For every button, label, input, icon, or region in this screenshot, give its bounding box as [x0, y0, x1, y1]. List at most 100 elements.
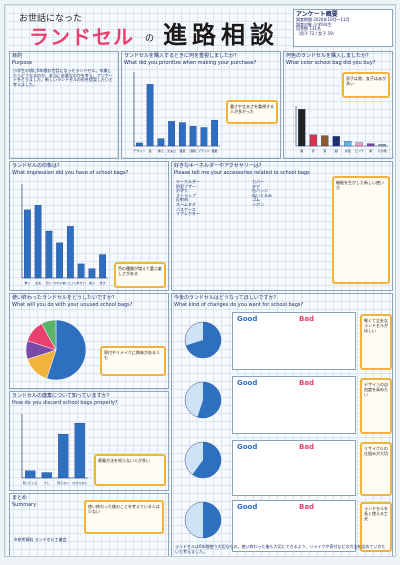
- note-summary: 使い終わった後のことを考えている人は少ない: [84, 500, 164, 534]
- accessory-item: リフレクター: [176, 211, 200, 217]
- gb-card-3: Good Bad: [232, 440, 356, 496]
- bar: [67, 226, 74, 279]
- after-use-section: 使い終わったランドセルをどうしたいですか？ What will you do w…: [9, 293, 169, 389]
- tick-label: かっこいい: [63, 280, 78, 285]
- mini-pie-slice: [185, 322, 221, 358]
- accessory-list: キーホルダー 防犯ブザー お守り ストラップ 反射材 ネームタグ パスケース リ…: [176, 179, 246, 217]
- gb-card-2: Good Bad: [232, 376, 356, 434]
- pie-slice: [41, 319, 57, 351]
- accessory-item: カバー: [252, 179, 264, 184]
- future-mini-pies: [184, 321, 222, 539]
- tick-label: デザイン: [133, 148, 145, 153]
- bar: [367, 143, 375, 147]
- note-future-4: ランドセルを長く使える工夫: [360, 502, 392, 552]
- bar: [56, 242, 64, 279]
- accessory-item: 缶バッジ: [252, 188, 268, 194]
- tick-label: 丈夫: [35, 280, 41, 285]
- good-label: Good: [237, 315, 258, 323]
- bar: [34, 204, 42, 279]
- good-label: Good: [237, 379, 258, 387]
- bar: [332, 136, 340, 147]
- bar: [45, 230, 53, 279]
- tick-label: 知らない: [57, 480, 69, 485]
- accessory-item: キーホルダー: [176, 179, 200, 184]
- survey-overview: アンケート概要 調査期間 2020年10月〜11月 調査対象 小学6年生 回答数…: [293, 9, 393, 47]
- bar: [58, 433, 69, 479]
- color-title: 何色のランドセルを購入しましたか？: [286, 53, 372, 59]
- tick-label: 大きい: [77, 280, 86, 285]
- accessories-title-en: Please tell me your accessories related …: [174, 170, 310, 176]
- header-brand: ランドセル: [29, 25, 134, 49]
- tick-label: 容量: [179, 148, 185, 153]
- tick-label: 知っている: [23, 480, 38, 485]
- priority-section: ランドセルを購入するときに何を重視しましたか？ What did you pri…: [121, 51, 281, 159]
- purpose-text: 小学生の頃に6年間お世話になったランドセル。卒業したらどうなるのか、本当に必要な…: [13, 68, 113, 87]
- tick-label: かわいい: [54, 280, 66, 285]
- poster: お世話になった ランドセル の 進路相談 アンケート概要 調査期間 2020年1…: [4, 4, 396, 557]
- dispose-title: ランドセルの廃棄について知っていますか？: [12, 393, 112, 399]
- bad-label: Bad: [299, 443, 315, 451]
- mini-pie-slice: [203, 502, 221, 538]
- tick-label: 重い: [24, 280, 30, 285]
- color-section: 何色のランドセルを購入しましたか？ What color school bag …: [283, 51, 393, 159]
- accessories-title: 好きなキーホルダーやアクセサリーは？: [174, 163, 264, 169]
- note-impression: 色の種類が増えて選ぶ楽しさがある: [114, 262, 166, 288]
- dispose-chart: 知っている 少し 知らない わからない: [21, 414, 88, 485]
- accessory-item: ストラップ: [176, 192, 196, 198]
- bad-label: Bad: [299, 503, 315, 511]
- purpose-title-en: Purpose: [12, 60, 33, 66]
- impression-section: ランドセルの印象は？ What impression did you have …: [9, 161, 169, 291]
- after-use-title: 使い終わったランドセルをどうしたいですか？: [12, 295, 117, 301]
- bar: [135, 142, 143, 147]
- good-label: Good: [237, 443, 258, 451]
- accessory-item: パスケース: [176, 206, 196, 212]
- tick-label: 丈夫さ: [167, 148, 176, 153]
- accessory-item: ネームタグ: [176, 201, 196, 207]
- bad-label: Bad: [299, 379, 315, 387]
- accessory-item: 防犯ブザー: [176, 183, 196, 189]
- impression-title: ランドセルの印象は？: [12, 163, 63, 169]
- bar: [157, 138, 165, 147]
- note-dispose: 廃棄方法を知らない人が多い: [94, 454, 166, 486]
- tick-label: 赤: [312, 148, 315, 153]
- note-future-1: 軽くて丈夫なランドセルがほしい: [360, 314, 392, 370]
- accessory-item: お守り: [176, 188, 188, 194]
- bar: [189, 126, 197, 147]
- accessory-item: 反射材: [176, 197, 188, 203]
- dispose-section: ランドセルの廃棄について知っていますか？ How do you discard …: [9, 391, 169, 491]
- bar: [211, 119, 219, 147]
- footer-note: ※参考資料 ランドセル工業会: [14, 537, 67, 542]
- tick-label: 好き: [100, 280, 106, 285]
- tick-label: 高い: [46, 280, 52, 285]
- tick-label: 色: [149, 148, 152, 153]
- header-particle: の: [145, 34, 155, 44]
- bar: [355, 142, 363, 147]
- summary-section: まとめ Summary 使い終わった後のことを考えている人は少ない ※参考資料 …: [9, 493, 169, 556]
- note-future-2: デザインの自由度を高めたい: [360, 378, 392, 434]
- tick-label: 価格: [190, 148, 196, 153]
- future-section: 今後のランドセルはどうなってほしいですか？ What kind of chang…: [171, 293, 393, 556]
- tick-label: 暑い: [89, 280, 95, 285]
- pie-slice: [46, 319, 87, 381]
- bar: [168, 121, 176, 147]
- page-title: 進路相談: [163, 21, 279, 49]
- after-use-chart: [25, 319, 87, 381]
- bad-label: Bad: [299, 315, 315, 323]
- tick-label: ブランド: [198, 148, 210, 153]
- bar: [179, 122, 186, 147]
- tick-label: ピンク: [355, 148, 364, 153]
- header-prefix: お世話になった: [19, 14, 83, 24]
- bar: [88, 268, 96, 279]
- summary-title-en: Summary: [12, 502, 37, 508]
- survey-line: 調査対象 小学6年生: [296, 21, 332, 27]
- good-label: Good: [237, 503, 258, 511]
- survey-line: （男子 72 / 女子 59）: [296, 30, 337, 36]
- priority-title: ランドセルを購入するときに何を重視しましたか？: [124, 53, 240, 59]
- bar: [74, 422, 85, 479]
- after-use-title-en: What will you do with your unused school…: [12, 302, 133, 308]
- bar: [99, 254, 107, 279]
- tick-label: 茶: [323, 148, 326, 153]
- note-after-use: 寄付やリメイクに興味がある人も: [100, 346, 166, 376]
- bar: [344, 141, 352, 147]
